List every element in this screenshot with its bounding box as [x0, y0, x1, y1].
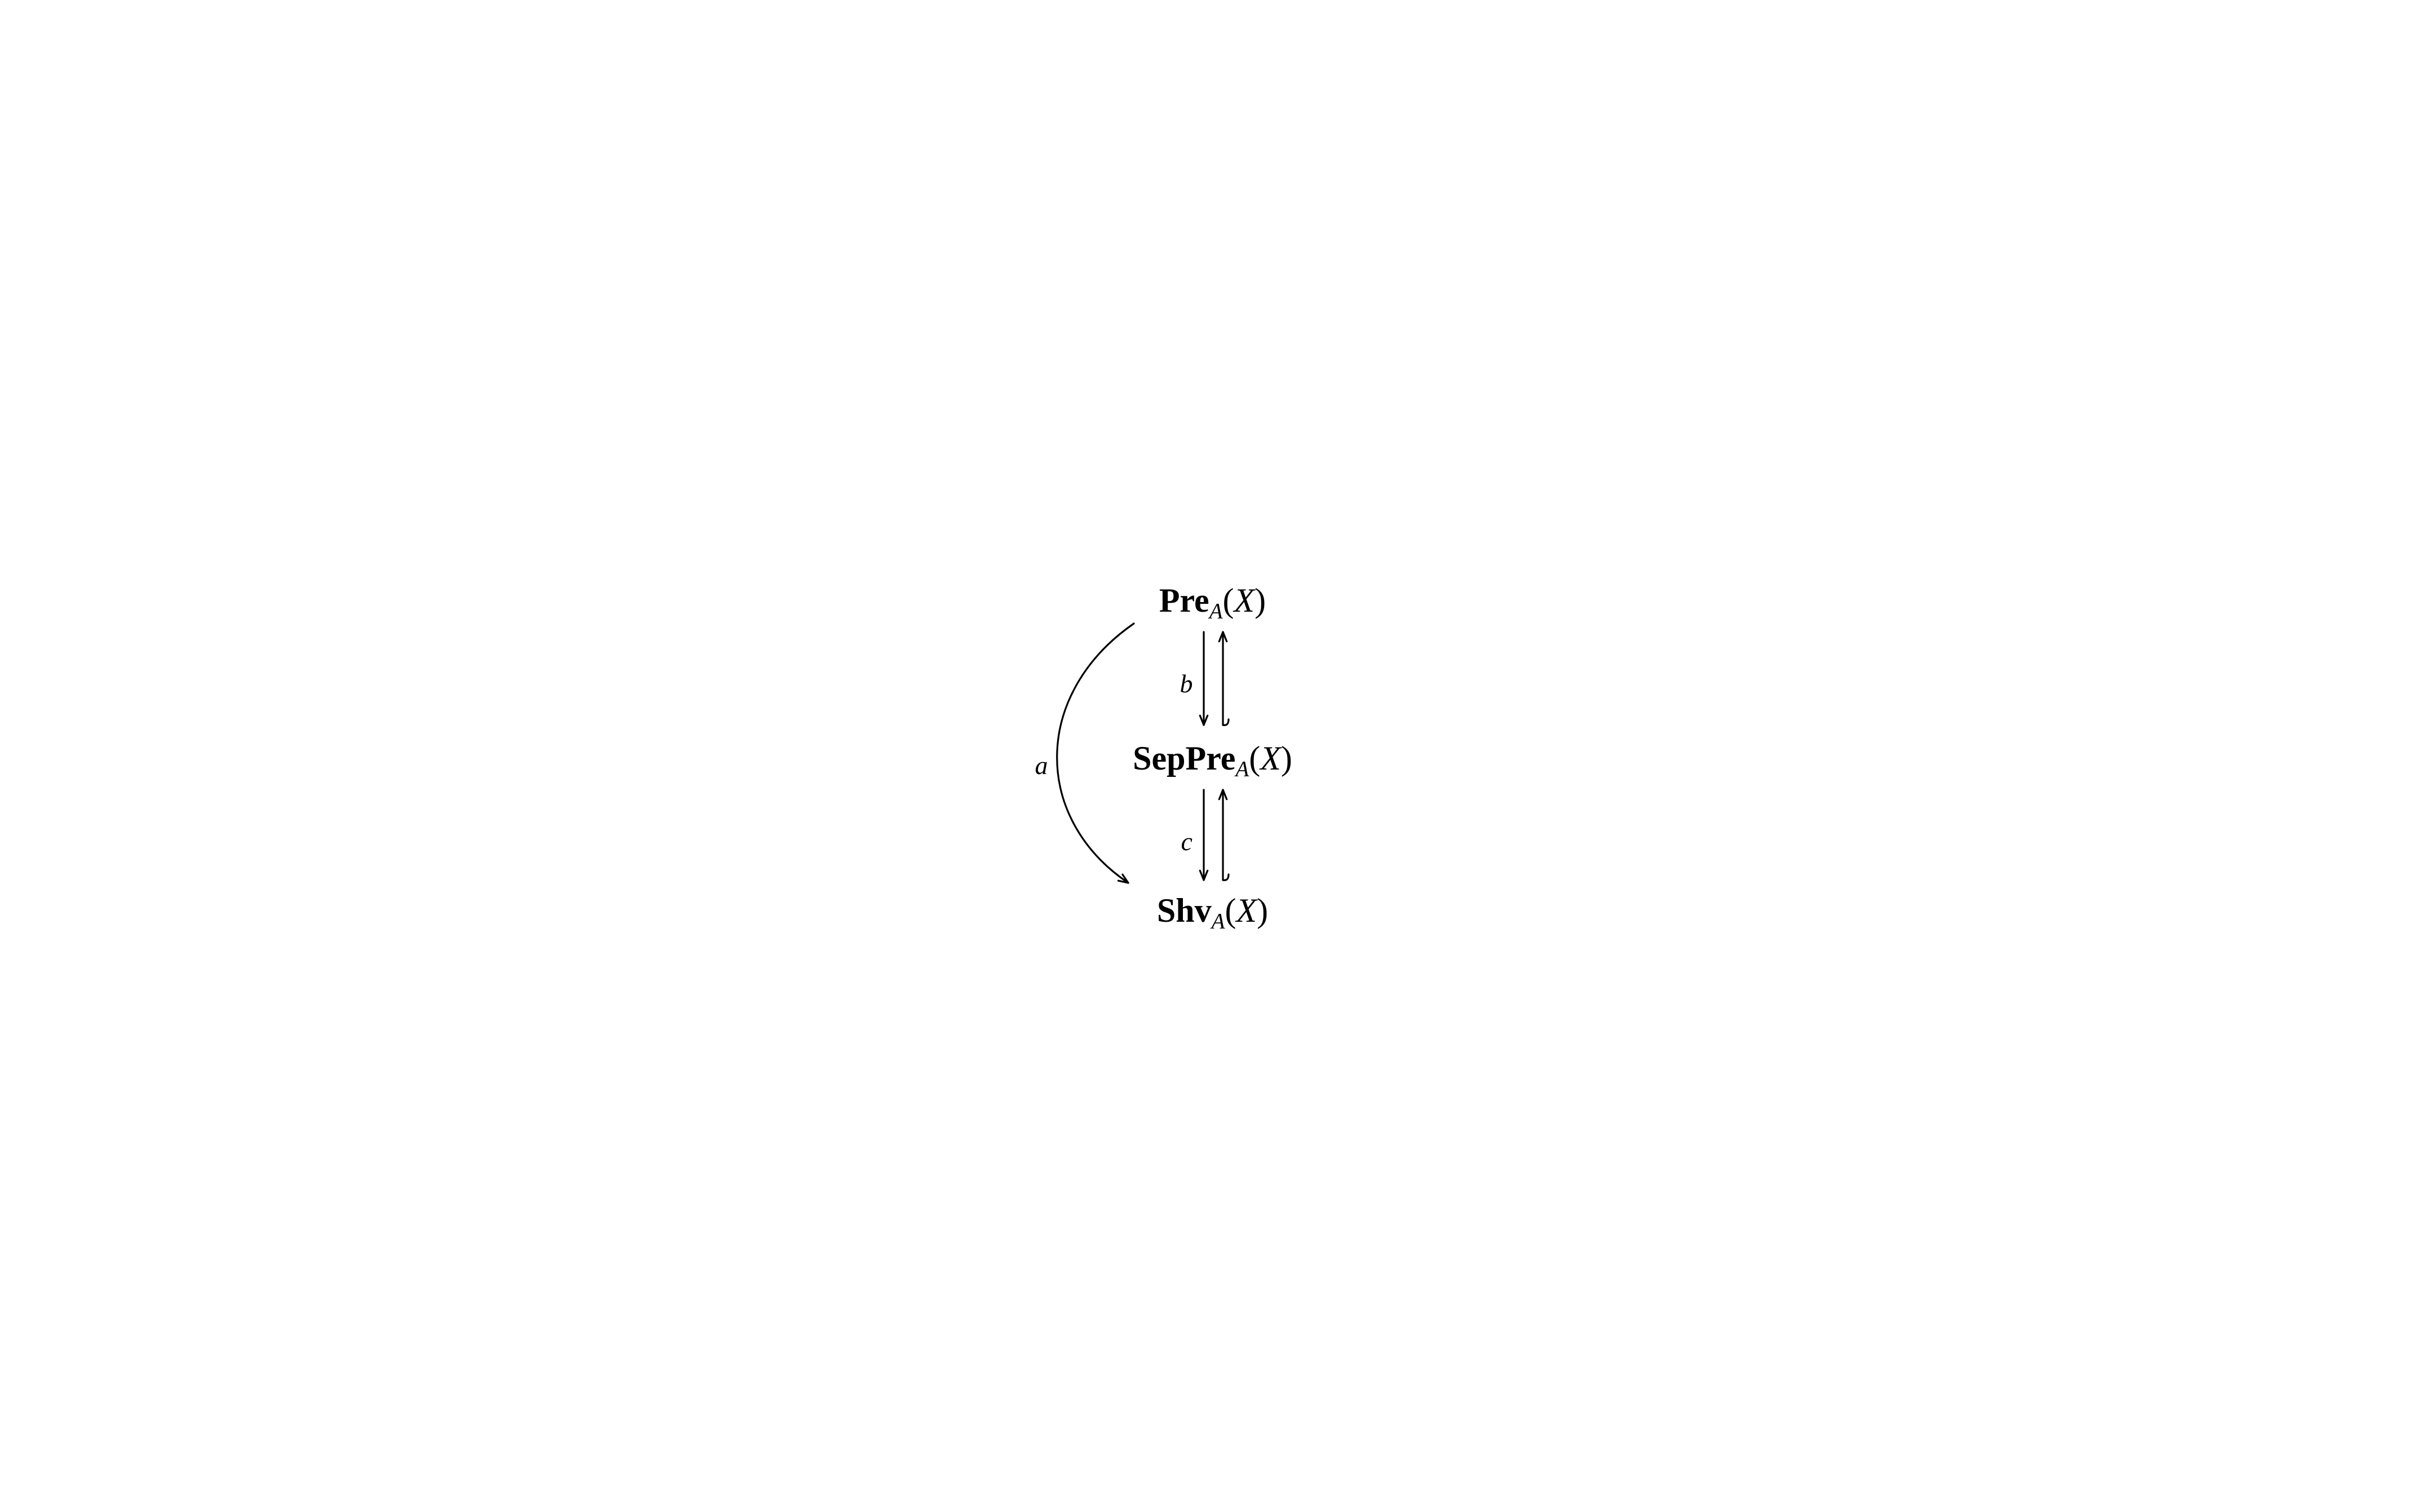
diagram-arrows: [959, 559, 1467, 953]
commutative-diagram: PreA(X) SepPreA(X) ShvA(X) a b c: [959, 559, 1467, 953]
